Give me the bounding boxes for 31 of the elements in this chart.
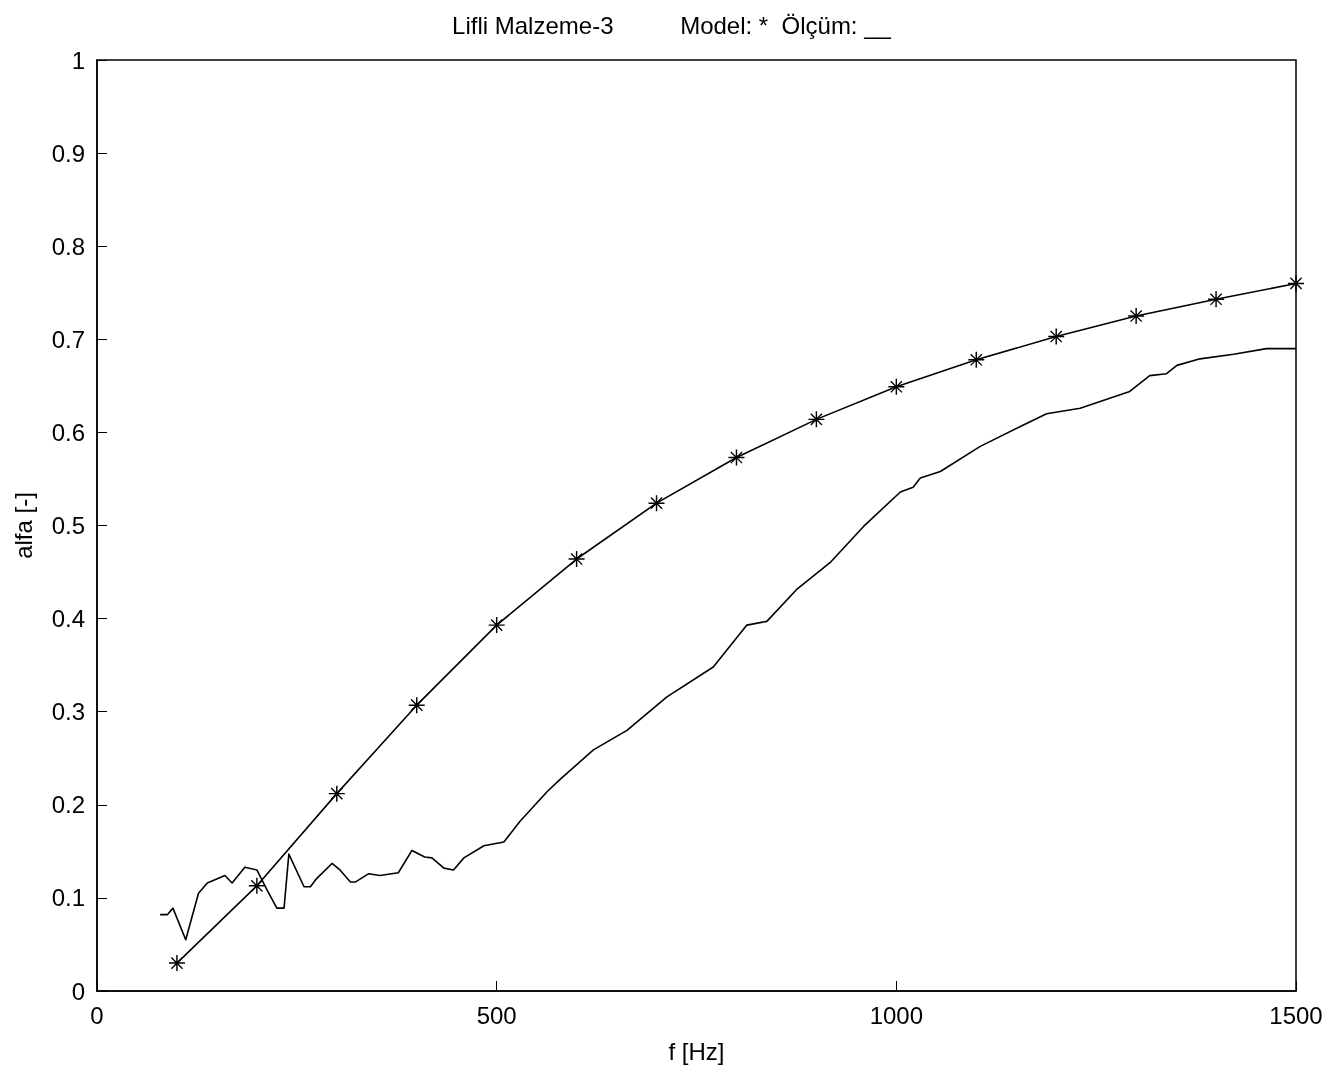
point: [648, 495, 665, 512]
y-tick-label: 0.3: [51, 698, 85, 726]
point: [888, 378, 905, 395]
point: [168, 955, 185, 972]
point: [968, 351, 985, 368]
point: [488, 617, 505, 634]
y-tick-label: 0: [71, 977, 85, 1005]
y-tick-label: 0.8: [51, 232, 85, 260]
x-tick-label: 1500: [1269, 1001, 1323, 1029]
y-axis-title: alfa [-]: [9, 492, 37, 559]
point: [568, 551, 585, 568]
x-tick-label: 0: [90, 1001, 104, 1029]
y-tick-label: 0.5: [51, 512, 85, 539]
point: [408, 697, 425, 714]
point: [1288, 275, 1304, 292]
point: [1048, 328, 1065, 345]
y-tick-label: 0.9: [51, 139, 85, 167]
point: [248, 877, 265, 894]
point: [328, 785, 345, 802]
chart-title: Lifli Malzeme-3 Model: * Ölçüm: __: [452, 11, 892, 39]
y-tick-label: 0.4: [51, 605, 85, 633]
y-tick-label: 0.1: [51, 884, 85, 912]
y-tick-label: 0.6: [51, 418, 85, 446]
y-tick-label: 0.2: [51, 791, 85, 819]
x-tick-label: 1000: [869, 1001, 924, 1029]
x-axis-title: f [Hz]: [668, 1037, 725, 1065]
y-tick-label: 1: [71, 46, 85, 74]
x-tick-label: 500: [476, 1001, 517, 1029]
point: [1128, 308, 1145, 325]
point: [1208, 291, 1225, 308]
y-tick-label: 0.7: [51, 325, 85, 353]
